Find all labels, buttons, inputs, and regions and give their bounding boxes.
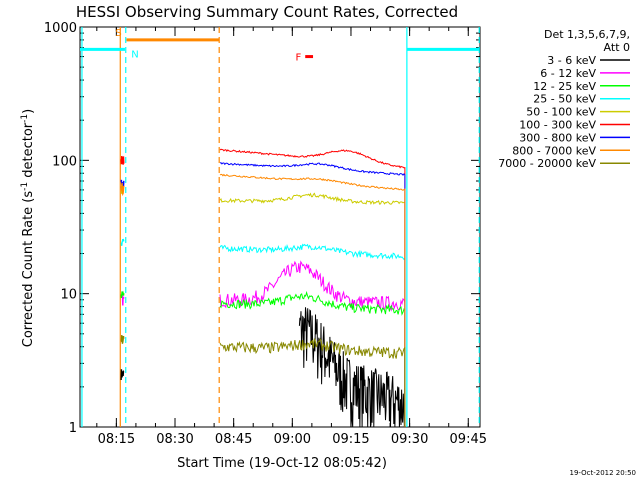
series-line	[219, 243, 406, 427]
legend-label: 25 - 50 keV	[533, 93, 596, 106]
x-tick-label: 08:45	[215, 432, 252, 447]
legend-label: 100 - 300 keV	[519, 119, 596, 132]
y-tick-label: 1000	[44, 21, 77, 36]
series-segment	[120, 335, 125, 344]
legend-label: 50 - 100 keV	[526, 106, 596, 119]
legend-label: 7000 - 20000 keV	[498, 157, 596, 170]
legend-label: 300 - 800 keV	[519, 131, 596, 144]
x-tick-label: 08:30	[156, 432, 193, 447]
series-segment	[120, 238, 125, 246]
legend-label: 800 - 7000 keV	[512, 144, 596, 157]
x-tick-label: 09:15	[332, 432, 369, 447]
x-axis-label: Start Time (19-Oct-12 08:05:42)	[177, 456, 387, 471]
series-segment	[120, 182, 125, 197]
flag-label: N	[131, 49, 138, 60]
series-segment	[120, 155, 125, 165]
y-tick-label: 10	[60, 288, 77, 303]
legend-label: 6 - 12 keV	[540, 67, 596, 80]
series-line	[298, 307, 406, 428]
plot-area: 1 10 100 1000 08:15 08:30 08:45 09:00 09:15 09:30…	[44, 21, 487, 447]
series-line	[219, 260, 406, 427]
footer-date: 19-Oct-2012 20:50	[570, 469, 636, 477]
legend-label: 12 - 25 keV	[533, 80, 596, 93]
x-tick-label: 09:00	[274, 432, 311, 447]
y-tick-label: 100	[52, 154, 77, 169]
series-line	[219, 290, 406, 427]
plot-frame	[79, 26, 481, 428]
series-segment	[120, 369, 125, 381]
series-line	[219, 173, 406, 427]
x-tick-label: 09:45	[450, 432, 487, 447]
legend-header-attenuator: Att 0	[604, 41, 630, 54]
chart-title: HESSI Observing Summary Count Rates, Cor…	[76, 3, 458, 21]
series-line	[219, 148, 406, 427]
series-line	[219, 192, 406, 427]
legend-label: 3 - 6 keV	[547, 54, 596, 67]
flag-label: F	[295, 53, 301, 64]
flag-label: S	[115, 28, 121, 39]
x-tick-label: 09:30	[391, 432, 428, 447]
x-tick-label: 08:15	[98, 432, 135, 447]
series-line	[219, 338, 406, 427]
y-axis-label: Corrected Count Rate (s-1 detector-1)	[20, 109, 36, 347]
y-tick-label: 1	[69, 421, 77, 436]
series-segment	[120, 291, 125, 298]
legend-header-detectors: Det 1,3,5,6,7,9,	[544, 28, 630, 41]
series-line	[219, 162, 406, 427]
